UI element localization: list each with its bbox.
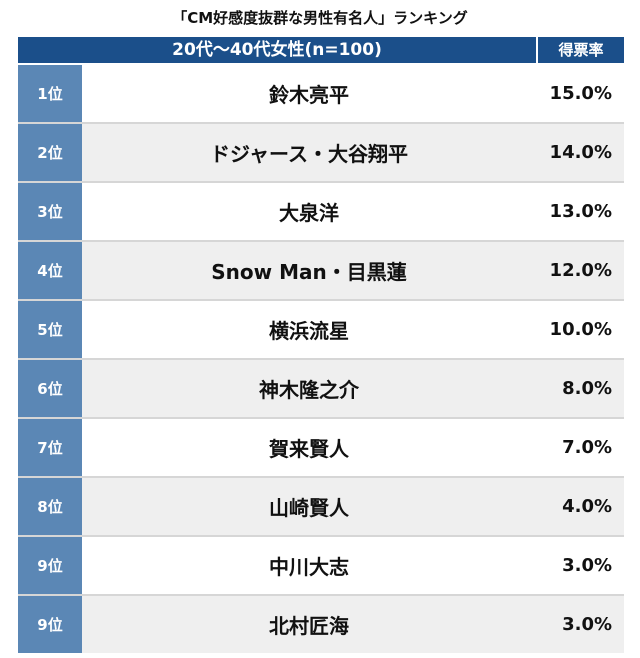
name-cell: 山崎賢人	[82, 478, 536, 535]
value-cell: 4.0%	[536, 478, 624, 535]
value-header: 得票率	[538, 37, 624, 63]
chart-title: 「CM好感度抜群な男性有名人」ランキング	[172, 9, 468, 27]
rank-cell: 5位	[18, 301, 82, 358]
value-cell: 8.0%	[536, 360, 624, 417]
name-cell: 賀来賢人	[82, 419, 536, 476]
table-row: 9位 中川大志 3.0%	[18, 537, 624, 596]
table-body: 1位 鈴木亮平 15.0% 2位 ドジャース・大谷翔平 14.0% 3位 大泉洋 13.0% 4位…	[18, 65, 624, 653]
value-cell: 14.0%	[536, 124, 624, 181]
value-cell: 13.0%	[536, 183, 624, 240]
name-cell: 北村匠海	[82, 596, 536, 653]
rank-cell: 4位	[18, 242, 82, 299]
rank-cell: 3位	[18, 183, 82, 240]
table-row: 6位 神木隆之介 8.0%	[18, 360, 624, 419]
rank-cell: 8位	[18, 478, 82, 535]
value-cell: 7.0%	[536, 419, 624, 476]
name-cell: ドジャース・大谷翔平	[82, 124, 536, 181]
ranking-table: 20代〜40代女性(n=100) 得票率 1位 鈴木亮平 15.0% 2位 ドジャース・…	[18, 37, 624, 653]
rank-cell: 1位	[18, 65, 82, 122]
name-cell: 大泉洋	[82, 183, 536, 240]
group-header: 20代〜40代女性(n=100)	[18, 37, 536, 63]
value-cell: 3.0%	[536, 537, 624, 594]
table-header: 20代〜40代女性(n=100) 得票率	[18, 37, 624, 63]
table-row: 1位 鈴木亮平 15.0%	[18, 65, 624, 124]
name-cell: Snow Man・目黒蓮	[82, 242, 536, 299]
name-cell: 中川大志	[82, 537, 536, 594]
name-cell: 神木隆之介	[82, 360, 536, 417]
table-row: 9位 北村匠海 3.0%	[18, 596, 624, 653]
rank-cell: 9位	[18, 537, 82, 594]
value-cell: 3.0%	[536, 596, 624, 653]
rank-cell: 6位	[18, 360, 82, 417]
value-cell: 10.0%	[536, 301, 624, 358]
table-row: 4位 Snow Man・目黒蓮 12.0%	[18, 242, 624, 301]
table-row: 5位 横浜流星 10.0%	[18, 301, 624, 360]
rank-cell: 2位	[18, 124, 82, 181]
name-cell: 横浜流星	[82, 301, 536, 358]
table-row: 2位 ドジャース・大谷翔平 14.0%	[18, 124, 624, 183]
table-row: 7位 賀来賢人 7.0%	[18, 419, 624, 478]
name-cell: 鈴木亮平	[82, 65, 536, 122]
table-row: 8位 山崎賢人 4.0%	[18, 478, 624, 537]
table-row: 3位 大泉洋 13.0%	[18, 183, 624, 242]
value-cell: 15.0%	[536, 65, 624, 122]
rank-cell: 7位	[18, 419, 82, 476]
rank-cell: 9位	[18, 596, 82, 653]
value-cell: 12.0%	[536, 242, 624, 299]
